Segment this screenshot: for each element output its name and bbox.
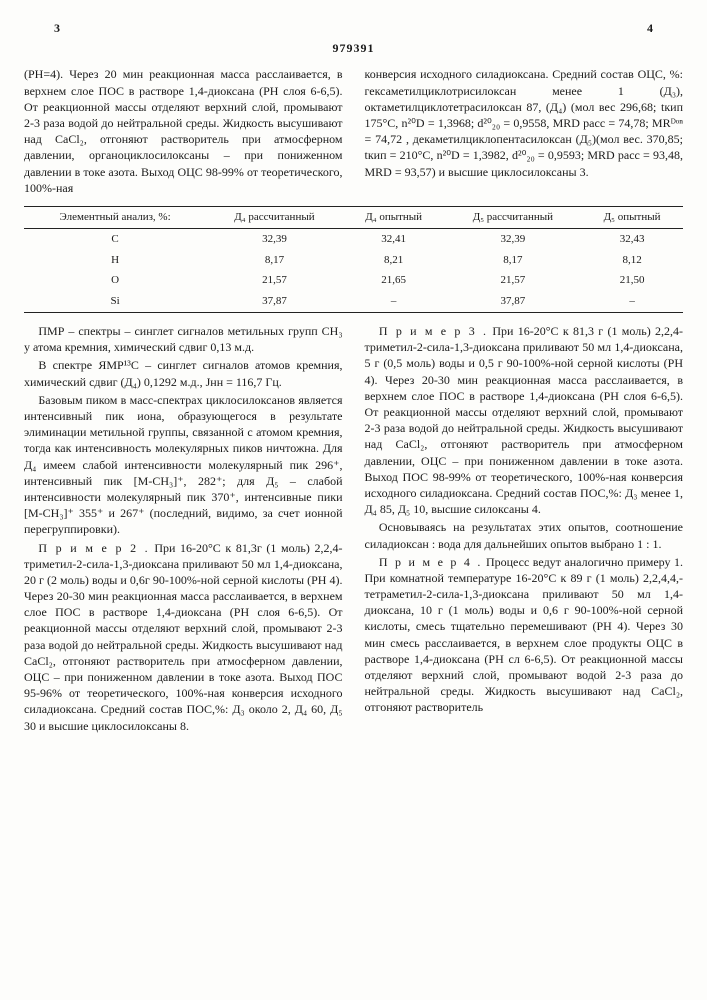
page-num-right: 4 [647, 20, 653, 36]
c13-text: В спектре ЯMP¹³C – синглет сигналов атом… [24, 357, 343, 389]
body-col-right: П р и м е р 3 . При 16-20°C к 81,3 г (1 … [365, 323, 684, 736]
table-header-cell: Д₄ опытный [343, 206, 445, 228]
document-id: 979391 [24, 40, 683, 56]
table-cell: 21,57 [445, 270, 582, 291]
table-cell: 8,12 [581, 250, 683, 271]
table-cell: 32,41 [343, 228, 445, 249]
example-2-body: При 16-20°C к 81,3г (1 моль) 2,2,4-триме… [24, 541, 343, 733]
table-header-cell: Д₄ рассчитанный [206, 206, 343, 228]
top-col-left: (PH=4). Через 20 мин реакционная масса р… [24, 66, 343, 198]
table-cell: 8,21 [343, 250, 445, 271]
top-col-right: конверсия исходного силадиоксана. Средни… [365, 66, 684, 198]
ratio-note: Основываясь на результатах этих опытов, … [365, 519, 684, 551]
table-cell: 21,65 [343, 270, 445, 291]
table-cell: 32,39 [445, 228, 582, 249]
example-3-body: При 16-20°C к 81,3 г (1 моль) 2,2,4-трим… [365, 324, 684, 516]
analysis-table: Элементный анализ, %: Д₄ рассчитанный Д₄… [24, 206, 683, 313]
table-cell: – [581, 291, 683, 312]
table-cell: 21,57 [206, 270, 343, 291]
table-row: Si37,87–37,87– [24, 291, 683, 312]
mass-text: Базовым пиком в масс-спектрах циклосилок… [24, 392, 343, 538]
table-cell: 21,50 [581, 270, 683, 291]
table-header-row: Элементный анализ, %: Д₄ рассчитанный Д₄… [24, 206, 683, 228]
table-row: H8,178,218,178,12 [24, 250, 683, 271]
pmr-text: ПМР – спектры – синглет сигналов метильн… [24, 323, 343, 355]
table-cell: 32,39 [206, 228, 343, 249]
page-numbers: 3 4 [24, 20, 683, 36]
example-3: П р и м е р 3 . При 16-20°C к 81,3 г (1 … [365, 323, 684, 517]
table-row: C32,3932,4132,3932,43 [24, 228, 683, 249]
page-num-left: 3 [54, 20, 60, 36]
body-col-left: ПМР – спектры – синглет сигналов метильн… [24, 323, 343, 736]
example-4: П р и м е р 4 . Процесс ведут аналогично… [365, 554, 684, 716]
table-cell: 37,87 [445, 291, 582, 312]
example-2: П р и м е р 2 . При 16-20°C к 81,3г (1 м… [24, 540, 343, 734]
table-cell: 8,17 [206, 250, 343, 271]
example-4-body: Процесс ведут аналогично примеру 1. При … [365, 555, 684, 715]
top-right-text: конверсия исходного силадиоксана. Средни… [365, 66, 684, 179]
example-3-header: П р и м е р 3 . [379, 324, 488, 338]
table-header-cell: Элементный анализ, %: [24, 206, 206, 228]
table-cell: 8,17 [445, 250, 582, 271]
table-cell: 37,87 [206, 291, 343, 312]
table-cell: 32,43 [581, 228, 683, 249]
example-2-header: П р и м е р 2 . [38, 541, 149, 555]
top-columns: (PH=4). Через 20 мин реакционная масса р… [24, 66, 683, 198]
example-4-header: П р и м е р 4 . [379, 555, 483, 569]
table-header-cell: Д₅ рассчитанный [445, 206, 582, 228]
table-cell: – [343, 291, 445, 312]
body-columns: ПМР – спектры – синглет сигналов метильн… [24, 323, 683, 736]
table-cell: H [24, 250, 206, 271]
table-cell: O [24, 270, 206, 291]
table-header-cell: Д₅ опытный [581, 206, 683, 228]
table-cell: C [24, 228, 206, 249]
table-row: O21,5721,6521,5721,50 [24, 270, 683, 291]
table-cell: Si [24, 291, 206, 312]
top-left-text: (PH=4). Через 20 мин реакционная масса р… [24, 66, 343, 196]
